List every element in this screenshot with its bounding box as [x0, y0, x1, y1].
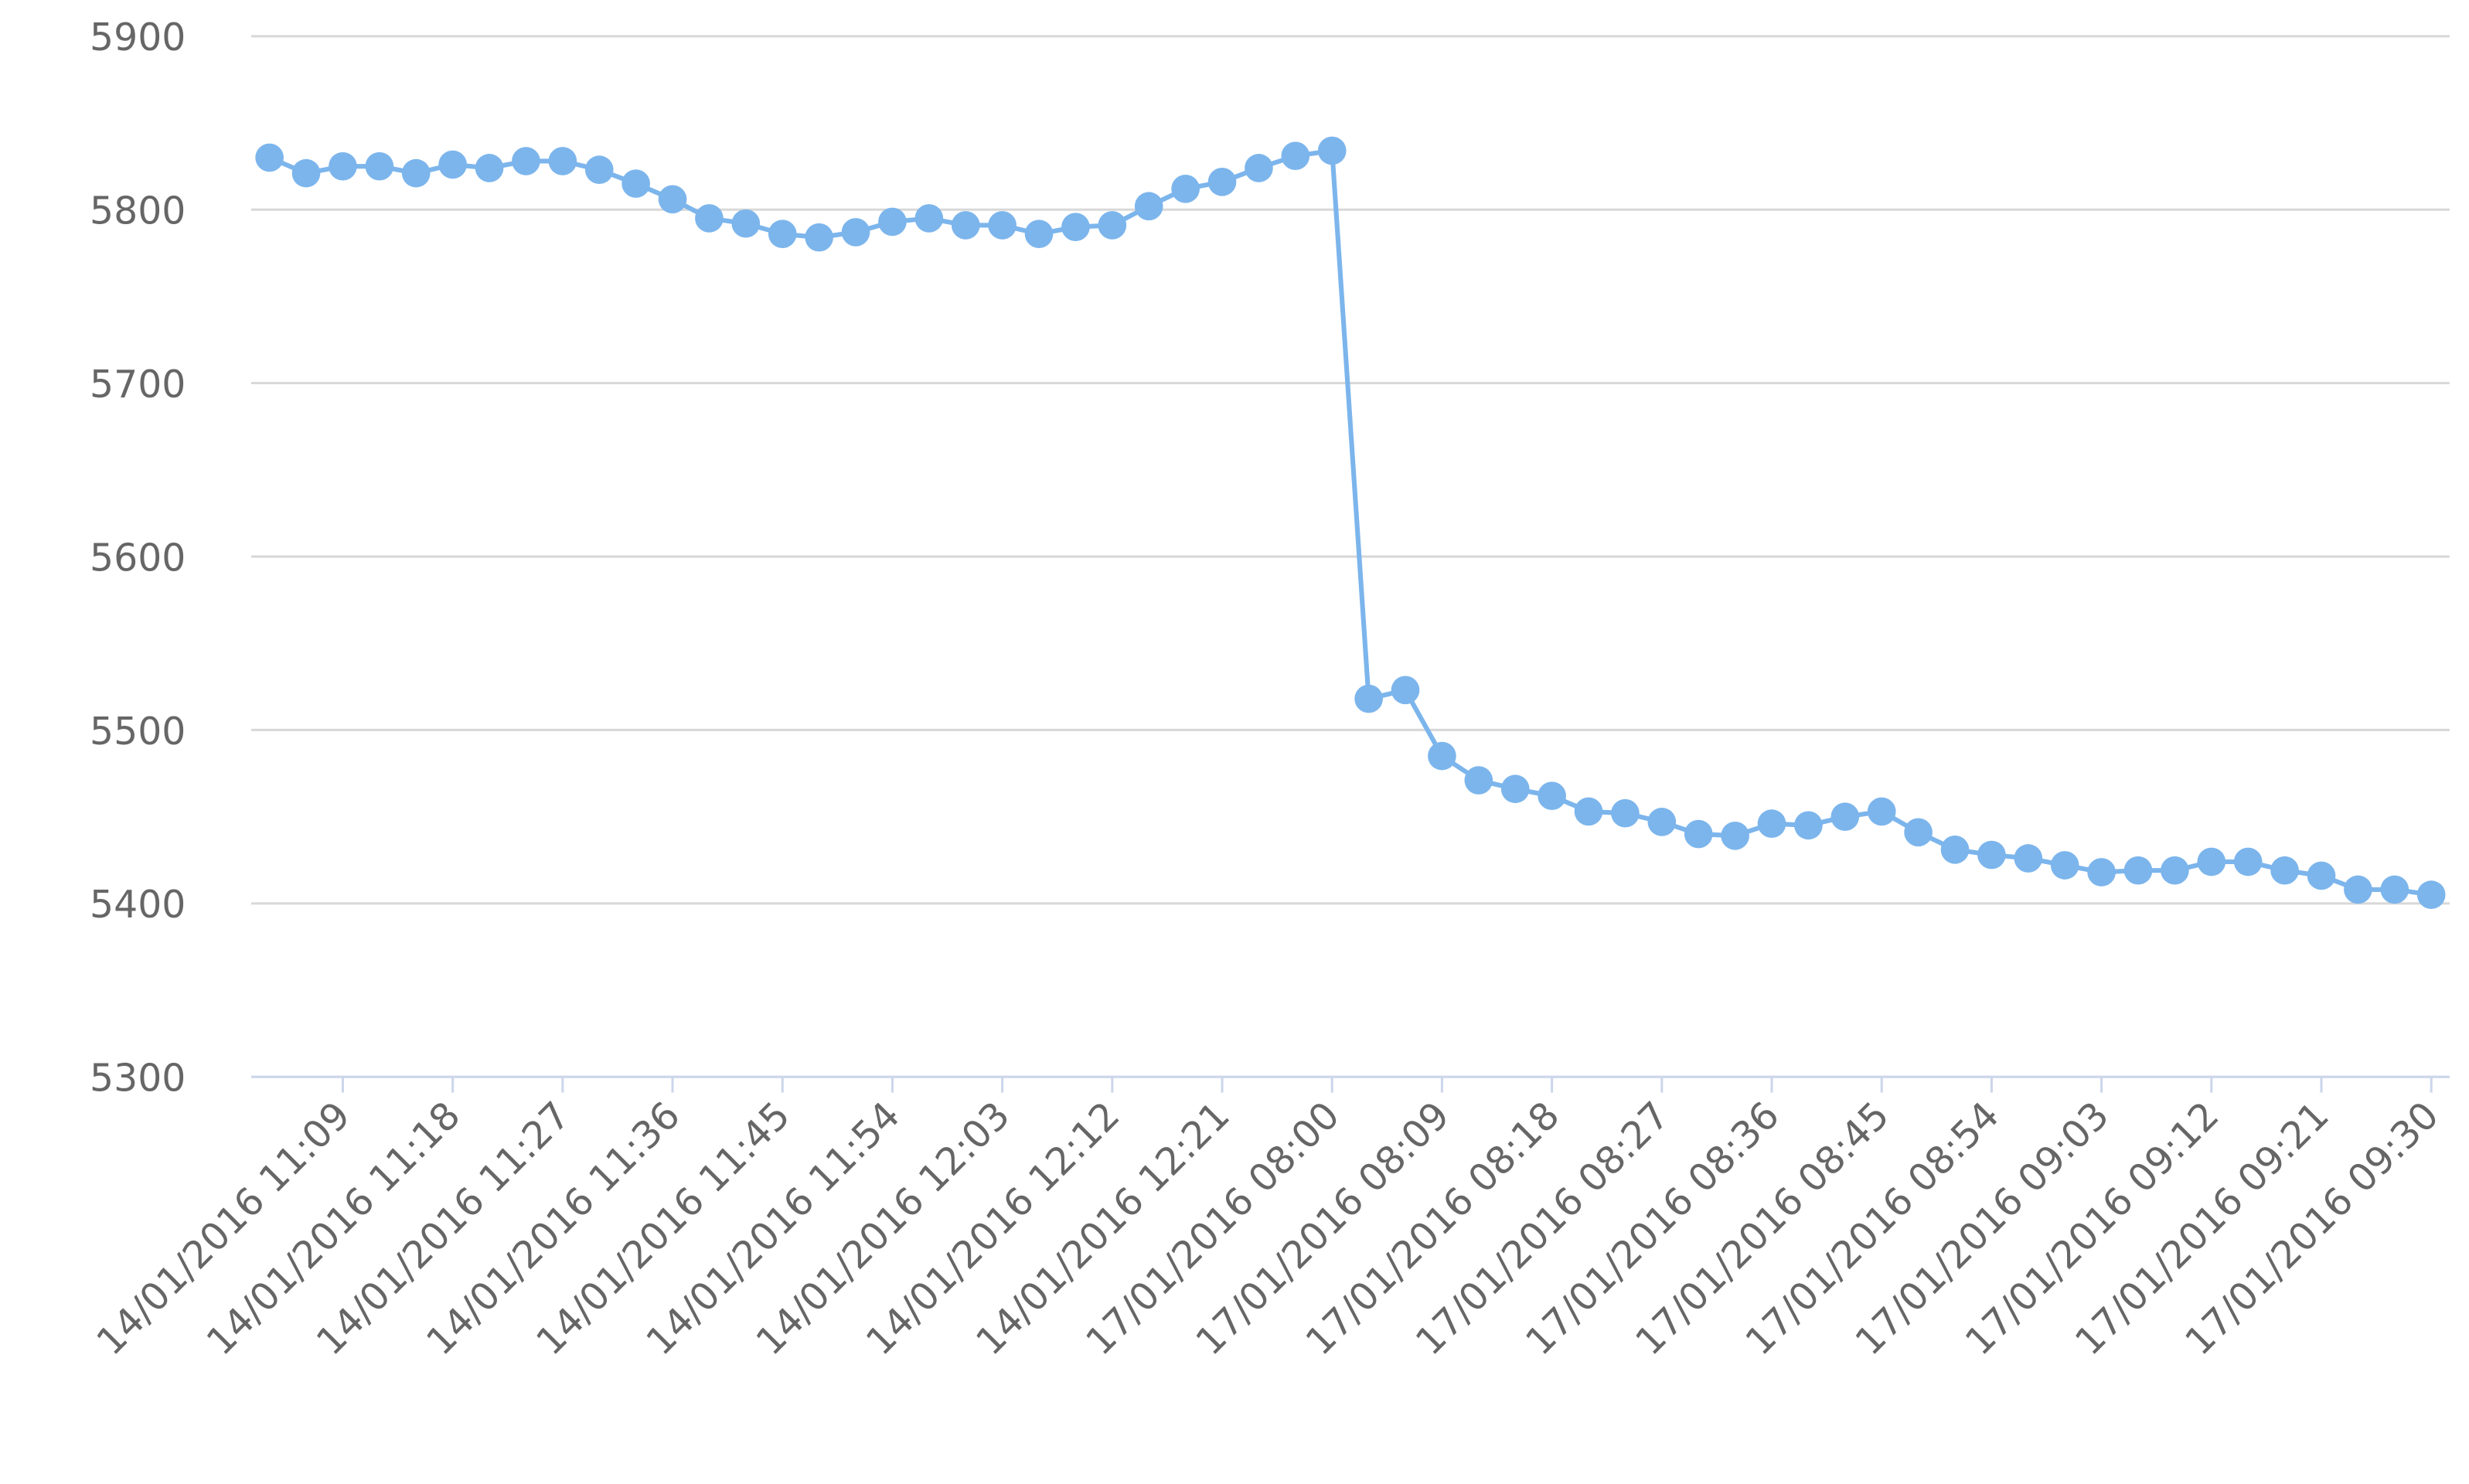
- marker: [805, 223, 833, 252]
- marker: [878, 207, 907, 237]
- y-tick-label: 5600: [90, 536, 186, 580]
- marker: [1098, 211, 1127, 240]
- marker: [2050, 851, 2079, 880]
- marker: [2014, 844, 2043, 873]
- marker: [2197, 847, 2226, 876]
- marker: [658, 185, 687, 214]
- marker: [1867, 797, 1896, 826]
- marker: [2416, 880, 2446, 909]
- marker: [1940, 835, 1970, 864]
- marker: [584, 155, 614, 184]
- marker: [291, 158, 321, 188]
- marker: [1500, 774, 1530, 804]
- marker: [2344, 875, 2372, 904]
- marker: [1391, 676, 1420, 705]
- marker: [695, 204, 724, 233]
- marker: [622, 169, 650, 198]
- marker: [329, 151, 357, 181]
- marker: [1354, 684, 1383, 713]
- marker: [2233, 847, 2263, 876]
- marker: [1024, 220, 1054, 248]
- marker: [255, 143, 284, 172]
- marker: [1538, 781, 1566, 811]
- marker: [1207, 168, 1237, 196]
- marker: [1757, 809, 1786, 838]
- y-tick-label: 5800: [90, 189, 186, 233]
- marker: [2307, 861, 2336, 890]
- marker: [475, 154, 504, 182]
- marker: [1721, 822, 1749, 850]
- marker: [1281, 141, 1310, 171]
- marker: [1317, 136, 1347, 165]
- marker: [438, 150, 467, 179]
- marker: [1647, 808, 1677, 836]
- line: [268, 148, 2432, 897]
- y-tick-label: 5500: [90, 710, 186, 754]
- marker: [1574, 797, 1603, 826]
- marker: [951, 211, 980, 240]
- marker: [914, 204, 944, 233]
- marker: [1684, 819, 1713, 849]
- marker: [841, 218, 870, 247]
- marker: [2123, 856, 2153, 885]
- marker: [1061, 213, 1090, 242]
- y-tick-label: 5700: [90, 362, 186, 407]
- marker: [988, 211, 1017, 240]
- marker: [512, 147, 540, 175]
- marker: [548, 147, 577, 175]
- marker: [401, 158, 431, 188]
- marker: [1171, 174, 1200, 203]
- marker: [1428, 741, 1456, 771]
- marker: [2161, 856, 2189, 885]
- marker: [1794, 811, 1823, 840]
- y-tick-label: 5400: [90, 883, 186, 927]
- marker: [2270, 856, 2299, 885]
- marker: [731, 209, 761, 238]
- marker: [2380, 875, 2409, 904]
- marker: [1904, 818, 1933, 847]
- marker: [1977, 840, 2006, 870]
- y-tick-label: 5900: [90, 15, 186, 60]
- marker: [1464, 766, 1493, 795]
- marker: [1830, 802, 1860, 831]
- marker: [1245, 154, 1273, 182]
- y-tick-label: 5300: [90, 1057, 186, 1101]
- marker: [365, 151, 394, 181]
- marker: [1134, 192, 1163, 221]
- marker: [768, 220, 797, 248]
- marker: [1611, 798, 1640, 828]
- marker: [2087, 858, 2116, 887]
